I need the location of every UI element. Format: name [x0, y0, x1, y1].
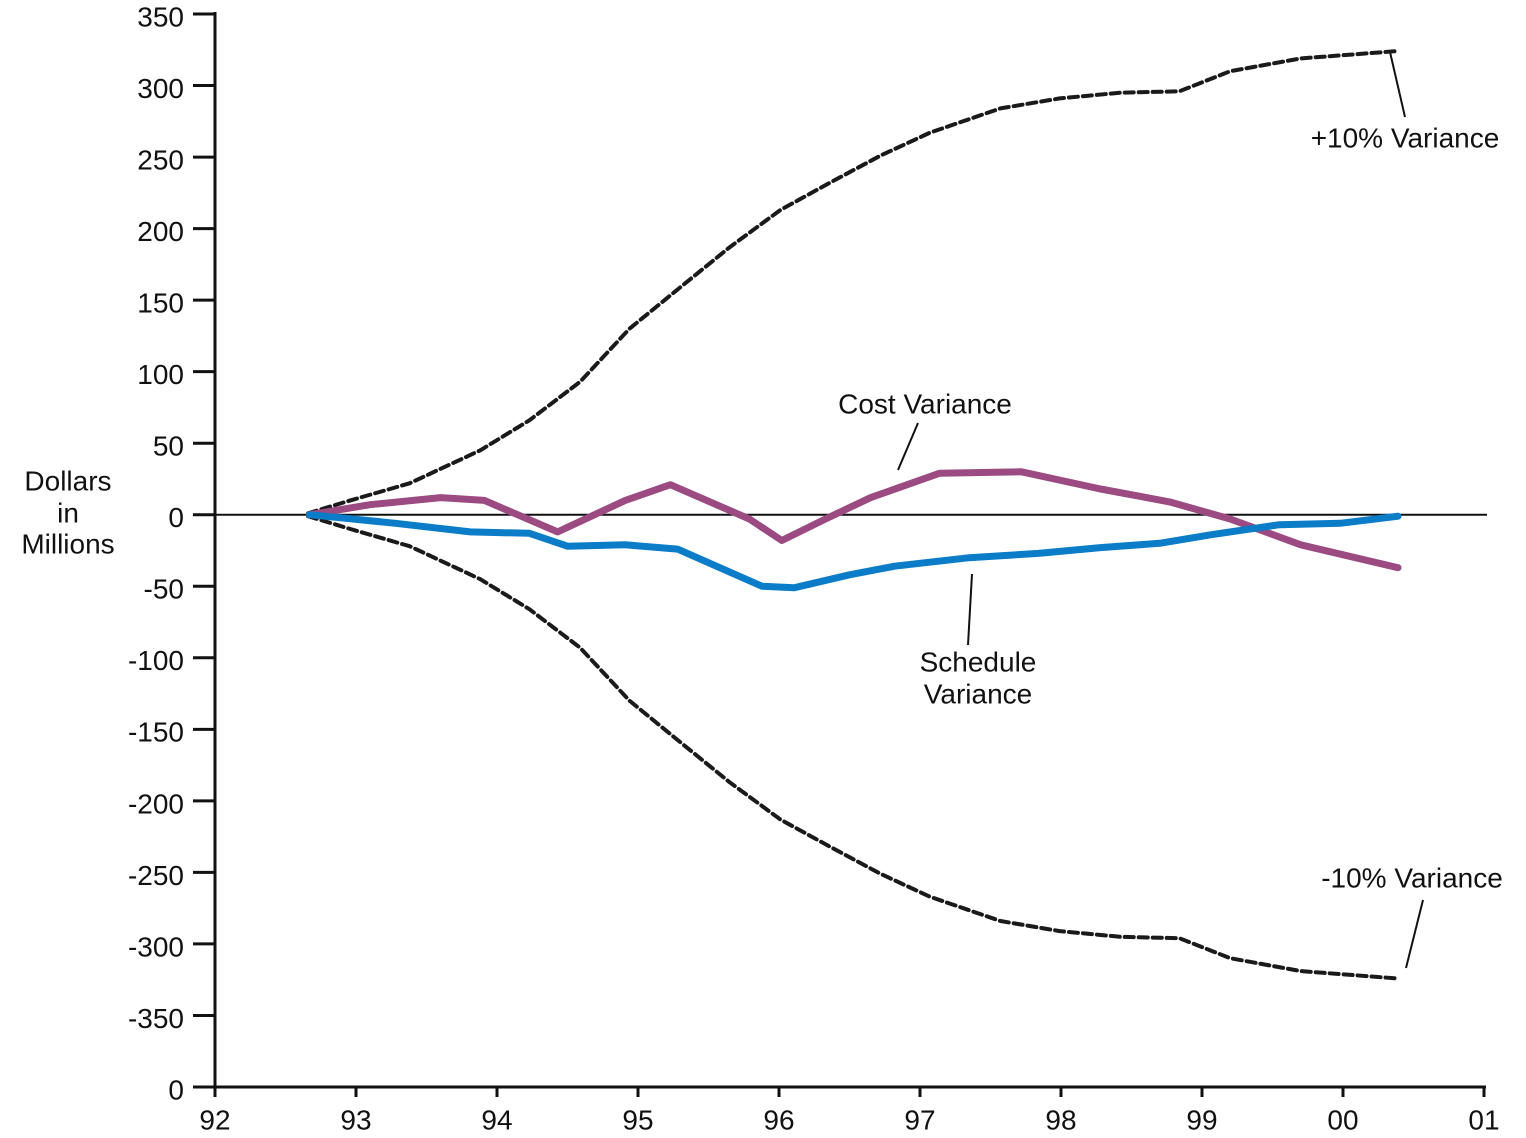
y-tick-label: 200 [137, 216, 184, 247]
y-tick-label: -250 [128, 860, 184, 891]
leader-line [897, 422, 919, 471]
annotation: Variance [924, 678, 1032, 709]
y-tick-label: 300 [137, 73, 184, 104]
x-tick-label: 98 [1045, 1104, 1076, 1135]
y-tick-label: 50 [153, 431, 184, 462]
x-tick-label: 01 [1468, 1104, 1499, 1135]
y-tick-label: 250 [137, 144, 184, 175]
x-tick-label: 95 [622, 1104, 653, 1135]
leader-line [967, 573, 973, 646]
y-tick-label: 0 [168, 1074, 184, 1105]
y-tick-label: -300 [128, 931, 184, 962]
leader-line [1389, 51, 1406, 118]
y-tick-label: -150 [128, 717, 184, 748]
x-tick-label: 99 [1186, 1104, 1217, 1135]
annotation: -10% Variance [1321, 862, 1503, 893]
series-line [306, 514, 1398, 981]
series-line [306, 468, 1402, 572]
y-tick-label: 0 [168, 502, 184, 533]
y-tick-label: 150 [137, 288, 184, 319]
x-tick-label: 94 [481, 1104, 512, 1135]
x-tick-label: 96 [763, 1104, 794, 1135]
annotation: Cost Variance [838, 388, 1012, 419]
series-line [306, 49, 1398, 516]
annotation: +10% Variance [1311, 122, 1500, 153]
y-tick-label: -200 [128, 788, 184, 819]
leader-line [1405, 899, 1424, 969]
y-tick-label: -100 [128, 645, 184, 676]
x-tick-label: 97 [904, 1104, 935, 1135]
y-axis-label: Dollars [24, 465, 111, 496]
x-tick-label: 00 [1327, 1104, 1358, 1135]
x-tick-label: 92 [199, 1104, 230, 1135]
y-tick-label: 100 [137, 359, 184, 390]
series-line [306, 511, 1402, 592]
y-axis-label: Millions [21, 528, 114, 559]
annotation: Schedule [920, 646, 1037, 677]
y-axis-label: in [57, 497, 79, 528]
y-tick-label: -50 [144, 574, 184, 605]
y-tick-label: 350 [137, 1, 184, 32]
x-tick-label: 93 [340, 1104, 371, 1135]
y-tick-label: -350 [128, 1003, 184, 1034]
